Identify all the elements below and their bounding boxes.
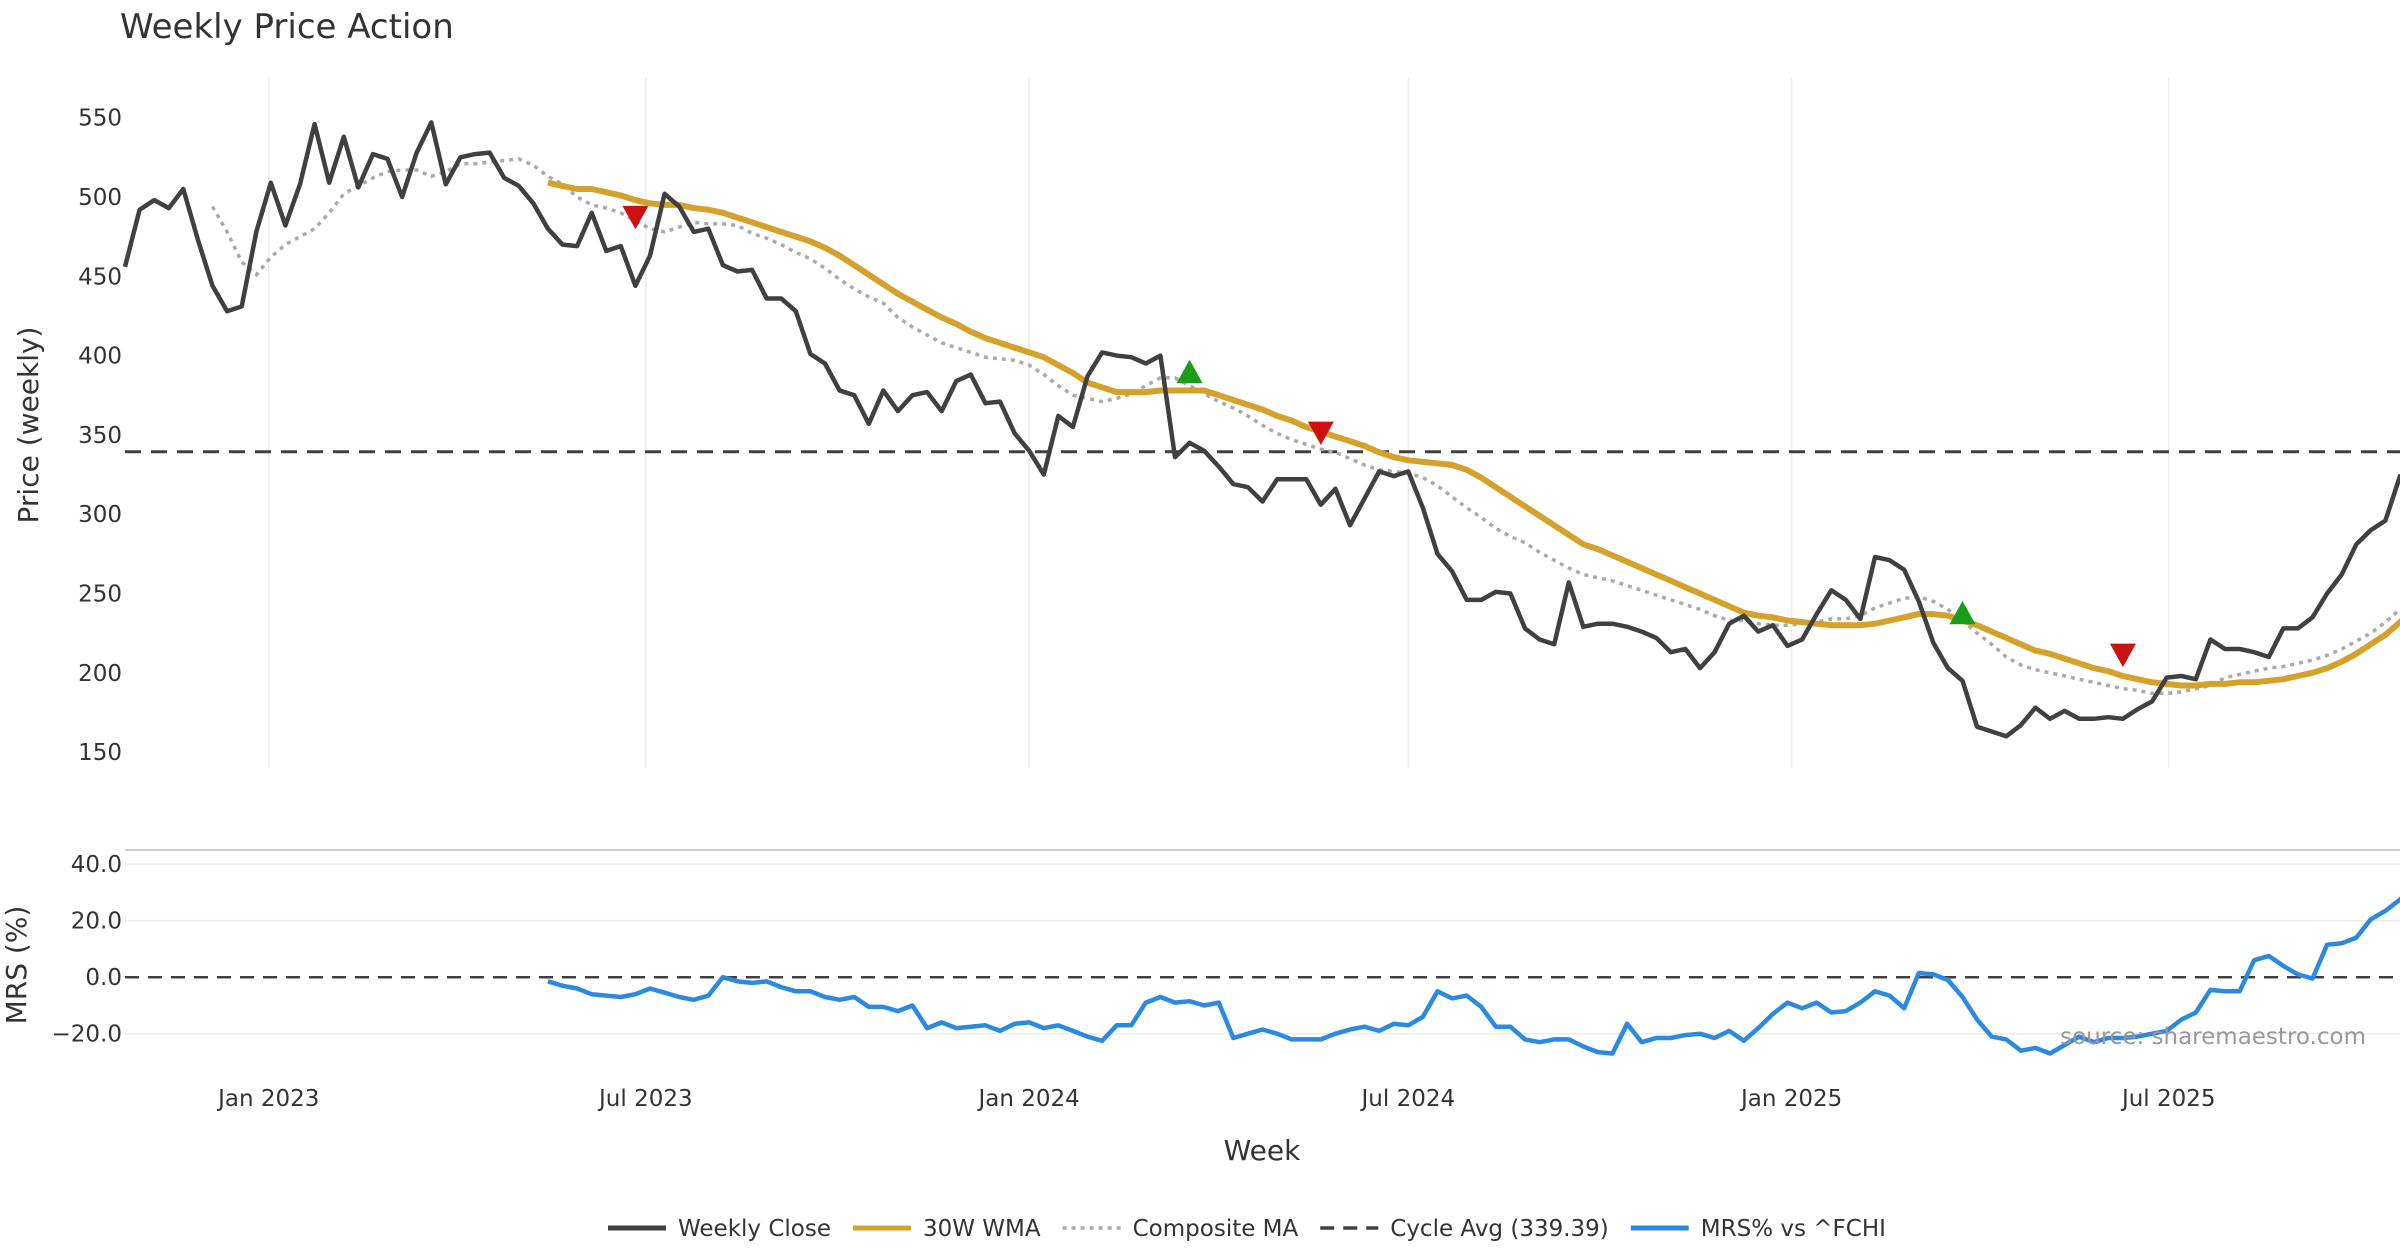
mrs-y-tick-label: 0.0 [85, 965, 122, 991]
x-tick-label: Jul 2024 [1360, 1086, 1456, 1112]
mrs-series [547, 896, 2400, 1056]
chart-title: Weekly Price Action [120, 7, 454, 47]
price-y-tick-label: 350 [78, 423, 122, 449]
mrs-y-axis-title: MRS (%) [0, 906, 33, 1025]
price-y-tick-label: 300 [78, 502, 122, 528]
signal-markers [622, 205, 2136, 668]
price-y-tick-label: 500 [78, 185, 122, 211]
legend-label: MRS% vs ^FCHI [1701, 1216, 1886, 1242]
price-gridlines [268, 78, 2170, 768]
mrs-gridlines [125, 863, 2400, 1035]
price-y-ticks: 150 200 250 300 350 400 450 500 550 [78, 106, 122, 766]
weekly-close-series [122, 120, 2400, 739]
mrs-panel: 40.0 20.0 0.0 −20.0 MRS (%) source: sharema… [0, 849, 2400, 1056]
legend-item: Composite MA [1062, 1216, 1299, 1242]
mrs-y-tick-label: 40.0 [71, 852, 122, 878]
mrs-y-tick-label: −20.0 [52, 1022, 122, 1048]
wma-30-series [547, 179, 2400, 689]
x-axis-ticks: Jan 2023 Jul 2023 Jan 2024 Jul 2024 Jan 2025… [216, 1086, 2215, 1112]
legend-item: MRS% vs ^FCHI [1630, 1216, 1886, 1242]
x-tick-label: Jan 2024 [977, 1086, 1080, 1112]
sell-signal-marker [1307, 421, 1334, 446]
legend: Weekly Close 30W WMA Composite MA Cycle Avg… [608, 1216, 1886, 1242]
price-panel: 150 200 250 300 350 400 450 500 550 Price (weekl… [12, 78, 2400, 768]
sell-signal-marker [622, 205, 649, 230]
price-y-tick-label: 450 [78, 264, 122, 290]
legend-item: Cycle Avg (339.39) [1320, 1216, 1609, 1242]
price-y-tick-label: 400 [78, 344, 122, 370]
legend-label: Composite MA [1133, 1216, 1299, 1242]
x-tick-label: Jul 2025 [2120, 1086, 2216, 1112]
sell-signal-marker [2109, 643, 2136, 668]
legend-item: 30W WMA [852, 1216, 1041, 1242]
price-y-tick-label: 250 [78, 582, 122, 608]
composite-ma-series [210, 157, 2400, 696]
mrs-y-tick-label: 20.0 [71, 909, 122, 935]
legend-label: Cycle Avg (339.39) [1390, 1216, 1609, 1242]
mrs-y-ticks: 40.0 20.0 0.0 −20.0 [52, 852, 122, 1048]
x-tick-label: Jul 2023 [597, 1086, 693, 1112]
buy-signal-marker [1949, 600, 1976, 625]
price-y-axis-title: Price (weekly) [12, 327, 45, 524]
source-text: source: sharemaestro.com [2060, 1024, 2366, 1050]
x-tick-label: Jan 2023 [216, 1086, 319, 1112]
price-y-tick-label: 200 [78, 661, 122, 687]
legend-label: Weekly Close [678, 1216, 831, 1242]
x-tick-label: Jan 2025 [1739, 1086, 1842, 1112]
legend-label: 30W WMA [923, 1216, 1041, 1242]
buy-signal-marker [1176, 359, 1203, 384]
legend-item: Weekly Close [608, 1216, 831, 1242]
price-y-tick-label: 150 [78, 740, 122, 766]
x-axis-title: Week [1224, 1134, 1301, 1167]
price-y-tick-label: 550 [78, 106, 122, 132]
